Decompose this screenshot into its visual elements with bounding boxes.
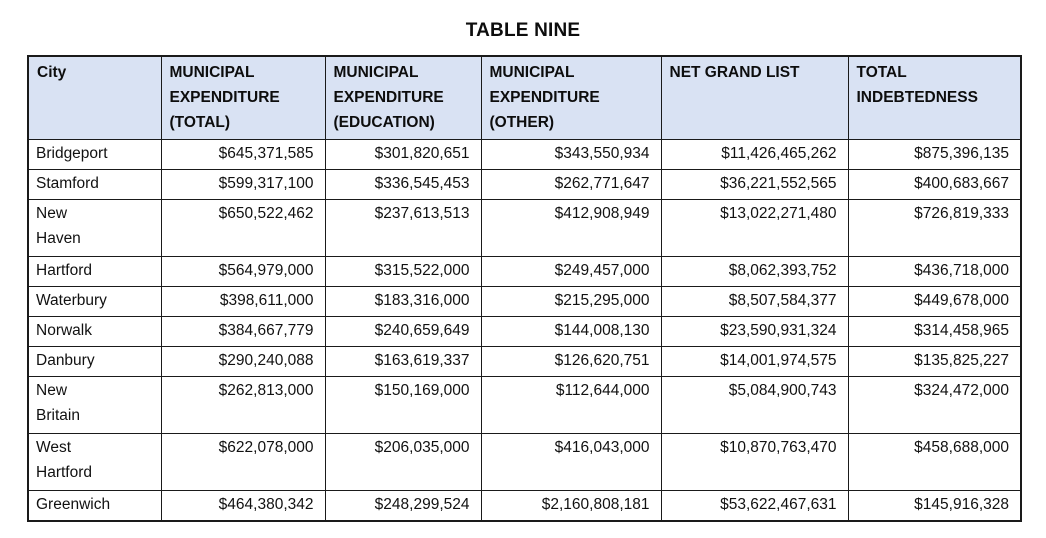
municipal-expenditure-other-cell: $249,457,000 (480, 256, 662, 287)
municipal-expenditure-education-cell: $163,619,337 (324, 346, 482, 377)
municipal-expenditure-other-cell: $112,644,000 (480, 376, 662, 434)
municipal-expenditure-other-cell: $343,550,934 (480, 139, 662, 170)
table-row: Stamford $599,317,100 $336,545,453 $262,… (27, 169, 1022, 200)
municipal-expenditure-total-cell: $384,667,779 (160, 316, 326, 347)
city-cell: Norwalk (27, 316, 162, 347)
total-indebtedness-cell: $135,825,227 (847, 346, 1022, 377)
net-grand-list-cell: $11,426,465,262 (660, 139, 849, 170)
column-header-city: City (27, 55, 162, 140)
municipal-expenditure-total-cell: $290,240,088 (160, 346, 326, 377)
municipal-expenditure-education-cell: $315,522,000 (324, 256, 482, 287)
city-cell: Danbury (27, 346, 162, 377)
municipal-expenditure-total-cell: $398,611,000 (160, 286, 326, 317)
table-row: Bridgeport $645,371,585 $301,820,651 $34… (27, 139, 1022, 170)
net-grand-list-cell: $5,084,900,743 (660, 376, 849, 434)
column-header-total-indebtedness: TOTAL INDEBTEDNESS (847, 55, 1022, 140)
table-row: Waterbury $398,611,000 $183,316,000 $215… (27, 286, 1022, 317)
municipal-finance-table: City MUNICIPAL EXPENDITURE (TOTAL) MUNIC… (27, 55, 1022, 522)
city-cell: Stamford (27, 169, 162, 200)
table-row: West Hartford $622,078,000 $206,035,000 … (27, 433, 1022, 491)
municipal-expenditure-education-cell: $237,613,513 (324, 199, 482, 257)
total-indebtedness-cell: $400,683,667 (847, 169, 1022, 200)
column-header-municipal-expenditure-education: MUNICIPAL EXPENDITURE (EDUCATION) (324, 55, 482, 140)
city-cell: Greenwich (27, 490, 162, 522)
municipal-expenditure-other-cell: $412,908,949 (480, 199, 662, 257)
net-grand-list-cell: $36,221,552,565 (660, 169, 849, 200)
municipal-expenditure-education-cell: $301,820,651 (324, 139, 482, 170)
table-row: Norwalk $384,667,779 $240,659,649 $144,0… (27, 316, 1022, 347)
municipal-expenditure-education-cell: $240,659,649 (324, 316, 482, 347)
total-indebtedness-cell: $314,458,965 (847, 316, 1022, 347)
municipal-expenditure-education-cell: $336,545,453 (324, 169, 482, 200)
municipal-expenditure-other-cell: $2,160,808,181 (480, 490, 662, 522)
net-grand-list-cell: $53,622,467,631 (660, 490, 849, 522)
total-indebtedness-cell: $436,718,000 (847, 256, 1022, 287)
municipal-expenditure-education-cell: $183,316,000 (324, 286, 482, 317)
city-cell: Waterbury (27, 286, 162, 317)
total-indebtedness-cell: $458,688,000 (847, 433, 1022, 491)
municipal-expenditure-total-cell: $645,371,585 (160, 139, 326, 170)
municipal-expenditure-other-cell: $416,043,000 (480, 433, 662, 491)
city-cell: New Britain (27, 376, 162, 434)
total-indebtedness-cell: $726,819,333 (847, 199, 1022, 257)
city-cell: Hartford (27, 256, 162, 287)
municipal-expenditure-education-cell: $206,035,000 (324, 433, 482, 491)
table-row: New Haven $650,522,462 $237,613,513 $412… (27, 199, 1022, 257)
table-row: Greenwich $464,380,342 $248,299,524 $2,1… (27, 490, 1022, 522)
municipal-expenditure-other-cell: $215,295,000 (480, 286, 662, 317)
net-grand-list-cell: $13,022,271,480 (660, 199, 849, 257)
municipal-expenditure-education-cell: $248,299,524 (324, 490, 482, 522)
column-header-municipal-expenditure-other: MUNICIPAL EXPENDITURE (OTHER) (480, 55, 662, 140)
page-title: TABLE NINE (465, 20, 581, 41)
net-grand-list-cell: $23,590,931,324 (660, 316, 849, 347)
municipal-expenditure-total-cell: $564,979,000 (160, 256, 326, 287)
total-indebtedness-cell: $324,472,000 (847, 376, 1022, 434)
municipal-expenditure-education-cell: $150,169,000 (324, 376, 482, 434)
municipal-expenditure-other-cell: $262,771,647 (480, 169, 662, 200)
municipal-expenditure-total-cell: $622,078,000 (160, 433, 326, 491)
net-grand-list-cell: $10,870,763,470 (660, 433, 849, 491)
header-row: City MUNICIPAL EXPENDITURE (TOTAL) MUNIC… (27, 55, 1022, 140)
municipal-expenditure-other-cell: $126,620,751 (480, 346, 662, 377)
column-header-net-grand-list: NET GRAND LIST (660, 55, 849, 140)
column-header-municipal-expenditure-total: MUNICIPAL EXPENDITURE (TOTAL) (160, 55, 326, 140)
net-grand-list-cell: $14,001,974,575 (660, 346, 849, 377)
city-cell: New Haven (27, 199, 162, 257)
municipal-expenditure-total-cell: $464,380,342 (160, 490, 326, 522)
municipal-expenditure-total-cell: $262,813,000 (160, 376, 326, 434)
city-cell: Bridgeport (27, 139, 162, 170)
net-grand-list-cell: $8,507,584,377 (660, 286, 849, 317)
total-indebtedness-cell: $449,678,000 (847, 286, 1022, 317)
table-row: Danbury $290,240,088 $163,619,337 $126,6… (27, 346, 1022, 377)
city-cell: West Hartford (27, 433, 162, 491)
municipal-expenditure-total-cell: $650,522,462 (160, 199, 326, 257)
table-row: Hartford $564,979,000 $315,522,000 $249,… (27, 256, 1022, 287)
total-indebtedness-cell: $145,916,328 (847, 490, 1022, 522)
municipal-expenditure-total-cell: $599,317,100 (160, 169, 326, 200)
table-row: New Britain $262,813,000 $150,169,000 $1… (27, 376, 1022, 434)
net-grand-list-cell: $8,062,393,752 (660, 256, 849, 287)
municipal-expenditure-other-cell: $144,008,130 (480, 316, 662, 347)
total-indebtedness-cell: $875,396,135 (847, 139, 1022, 170)
